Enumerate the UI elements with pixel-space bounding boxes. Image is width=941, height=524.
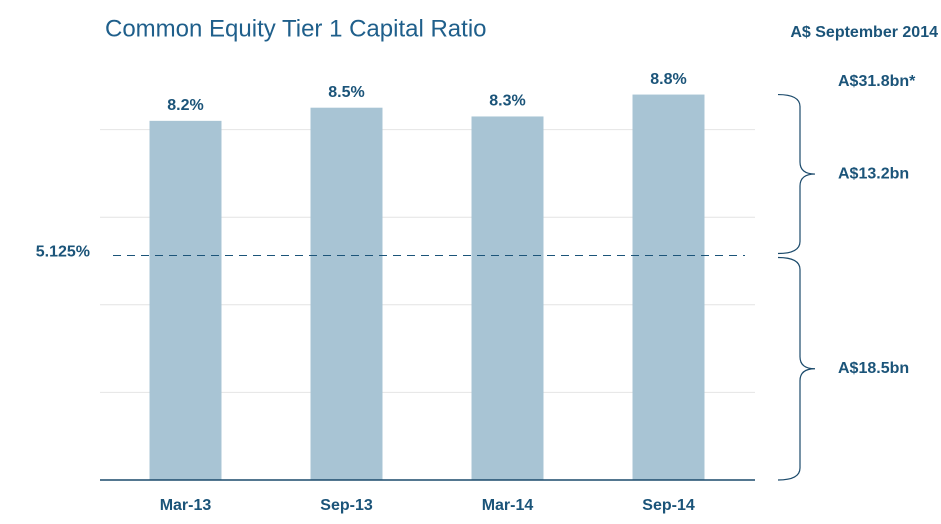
data-label: 8.5% — [328, 84, 364, 101]
x-tick-label: Mar-13 — [160, 497, 212, 514]
data-label: 8.3% — [489, 93, 525, 110]
annotation: A$31.8bn* — [838, 73, 916, 90]
x-tick-label: Sep-13 — [320, 497, 373, 514]
bar — [471, 116, 544, 481]
bar — [149, 120, 222, 480]
reference-label: 5.125% — [36, 244, 90, 261]
annotation: A$18.5bn — [838, 360, 909, 377]
annotation: A$ September 2014 — [790, 24, 938, 41]
data-label: 8.2% — [167, 97, 203, 114]
annotation: A$13.2bn — [838, 165, 909, 182]
data-label: 8.8% — [650, 71, 686, 88]
chart-title: Common Equity Tier 1 Capital Ratio — [105, 15, 487, 42]
brace — [777, 256, 816, 481]
bar — [310, 107, 383, 480]
bar — [632, 94, 705, 480]
x-tick-label: Mar-14 — [482, 497, 534, 514]
brace — [777, 93, 816, 255]
x-tick-label: Sep-14 — [642, 497, 695, 514]
